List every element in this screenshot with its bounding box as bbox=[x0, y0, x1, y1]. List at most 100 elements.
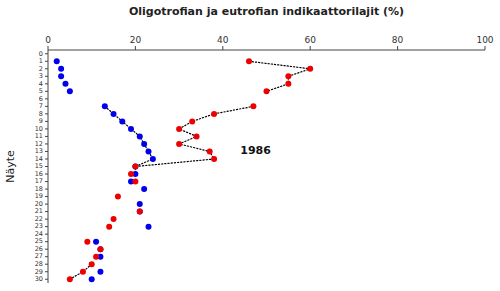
y-axis-label: Näyte bbox=[4, 150, 17, 183]
y-tick bbox=[45, 121, 48, 122]
dot bbox=[150, 156, 156, 162]
dot bbox=[132, 164, 138, 170]
y-tick bbox=[45, 174, 48, 175]
dot bbox=[58, 73, 64, 79]
dot bbox=[176, 141, 182, 147]
x-tick-label: 20 bbox=[130, 35, 142, 45]
dot bbox=[194, 133, 200, 139]
x-tick-label: 100 bbox=[476, 35, 493, 45]
x-tick bbox=[485, 46, 486, 50]
dot bbox=[146, 224, 152, 230]
dot bbox=[54, 58, 60, 64]
y-tick bbox=[45, 143, 48, 144]
dot bbox=[119, 118, 125, 124]
y-tick bbox=[45, 241, 48, 242]
y-tick bbox=[45, 151, 48, 152]
dot bbox=[58, 66, 64, 72]
y-tick bbox=[45, 181, 48, 182]
x-axis-line bbox=[48, 50, 485, 51]
dot bbox=[89, 276, 95, 282]
y-tick bbox=[45, 264, 48, 265]
chart: Oligotrofian ja eutrofian indikaattorila… bbox=[0, 0, 500, 291]
dot bbox=[246, 58, 252, 64]
y-tick bbox=[45, 256, 48, 257]
dot bbox=[285, 81, 291, 87]
y-tick bbox=[45, 53, 48, 54]
x-tick bbox=[48, 46, 49, 50]
dot bbox=[137, 201, 143, 207]
y-tick bbox=[45, 113, 48, 114]
plot-area bbox=[54, 58, 313, 282]
dot bbox=[111, 216, 117, 222]
y-tick bbox=[45, 204, 48, 205]
y-tick bbox=[45, 61, 48, 62]
y-tick bbox=[45, 136, 48, 137]
dot bbox=[137, 209, 143, 215]
y-tick bbox=[45, 234, 48, 235]
dot bbox=[128, 171, 134, 177]
x-tick bbox=[222, 46, 223, 50]
dot bbox=[307, 66, 313, 72]
dot bbox=[211, 111, 217, 117]
dot bbox=[115, 194, 121, 200]
dot bbox=[67, 88, 73, 94]
dot bbox=[97, 246, 103, 252]
annotation: 1986 bbox=[240, 144, 271, 157]
y-tick bbox=[45, 98, 48, 99]
x-tick bbox=[397, 46, 398, 50]
y-tick bbox=[45, 271, 48, 272]
dot bbox=[102, 103, 108, 109]
dot bbox=[84, 239, 90, 245]
dot bbox=[285, 73, 291, 79]
dot bbox=[89, 261, 95, 267]
dot bbox=[141, 141, 147, 147]
y-tick bbox=[45, 83, 48, 84]
y-tick bbox=[45, 219, 48, 220]
connector-line bbox=[70, 264, 92, 279]
dot bbox=[106, 224, 112, 230]
x-tick bbox=[135, 46, 136, 50]
dot bbox=[97, 269, 103, 275]
y-tick bbox=[45, 68, 48, 69]
dot bbox=[132, 179, 138, 185]
x-tick-label: 60 bbox=[304, 35, 316, 45]
dot bbox=[93, 239, 99, 245]
y-tick bbox=[45, 226, 48, 227]
dot bbox=[62, 81, 68, 87]
dot bbox=[80, 269, 86, 275]
dot bbox=[176, 126, 182, 132]
dot bbox=[128, 126, 134, 132]
dot bbox=[111, 111, 117, 117]
y-tick bbox=[45, 196, 48, 197]
dot bbox=[146, 148, 152, 154]
dot bbox=[137, 133, 143, 139]
dot bbox=[189, 118, 195, 124]
dot bbox=[141, 186, 147, 192]
x-tick-label: 80 bbox=[392, 35, 404, 45]
dot bbox=[67, 276, 73, 282]
x-tick bbox=[310, 46, 311, 50]
y-tick bbox=[45, 249, 48, 250]
y-tick bbox=[45, 211, 48, 212]
connector-line bbox=[135, 106, 253, 166]
dot bbox=[207, 148, 213, 154]
y-tick bbox=[45, 166, 48, 167]
dot bbox=[132, 164, 138, 170]
y-tick bbox=[45, 91, 48, 92]
title: Oligotrofian ja eutrofian indikaattorila… bbox=[129, 5, 404, 18]
dot bbox=[211, 156, 217, 162]
dot bbox=[97, 246, 103, 252]
y-tick bbox=[45, 128, 48, 129]
y-tick bbox=[45, 106, 48, 107]
x-tick-label: 40 bbox=[217, 35, 229, 45]
y-tick bbox=[45, 158, 48, 159]
connector-line bbox=[105, 106, 153, 174]
dot bbox=[250, 103, 256, 109]
dot bbox=[264, 88, 270, 94]
connector-line bbox=[249, 61, 310, 91]
y-tick bbox=[45, 76, 48, 77]
dot bbox=[93, 254, 99, 260]
dot bbox=[137, 209, 143, 215]
y-tick bbox=[45, 279, 48, 280]
x-tick-label: 0 bbox=[45, 35, 51, 45]
